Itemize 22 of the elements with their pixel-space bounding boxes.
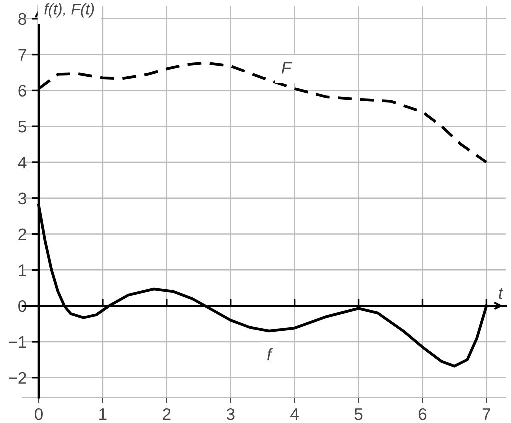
y-tick-label: 7 [18,49,26,61]
x-tick-label: 2 [163,408,171,420]
y-tick-label: 1 [19,264,26,276]
x-tick-label: 0 [35,408,43,420]
x-axis-title: t [499,288,504,300]
series-label: f [267,348,273,361]
y-tick-label: −1 [9,336,26,348]
x-tick-label: 3 [226,408,235,420]
y-tick-label: 5 [18,121,26,133]
y-tick-label: 3 [18,192,26,205]
x-tick-label: 4 [290,408,299,420]
x-tick-label: 6 [418,408,427,420]
y-tick-label: 8 [18,13,26,26]
series-label: F [282,62,292,74]
y-tick-label: −2 [9,372,26,384]
y-tick-label: 2 [18,228,26,240]
y-tick-label: 4 [18,157,27,169]
y-axis-title: f(t), F(t) [44,4,94,18]
x-tick-label: 5 [354,408,363,420]
x-tick-label: 1 [100,408,107,420]
x-tick-label: 7 [482,408,490,420]
y-tick-label: 6 [18,85,26,97]
